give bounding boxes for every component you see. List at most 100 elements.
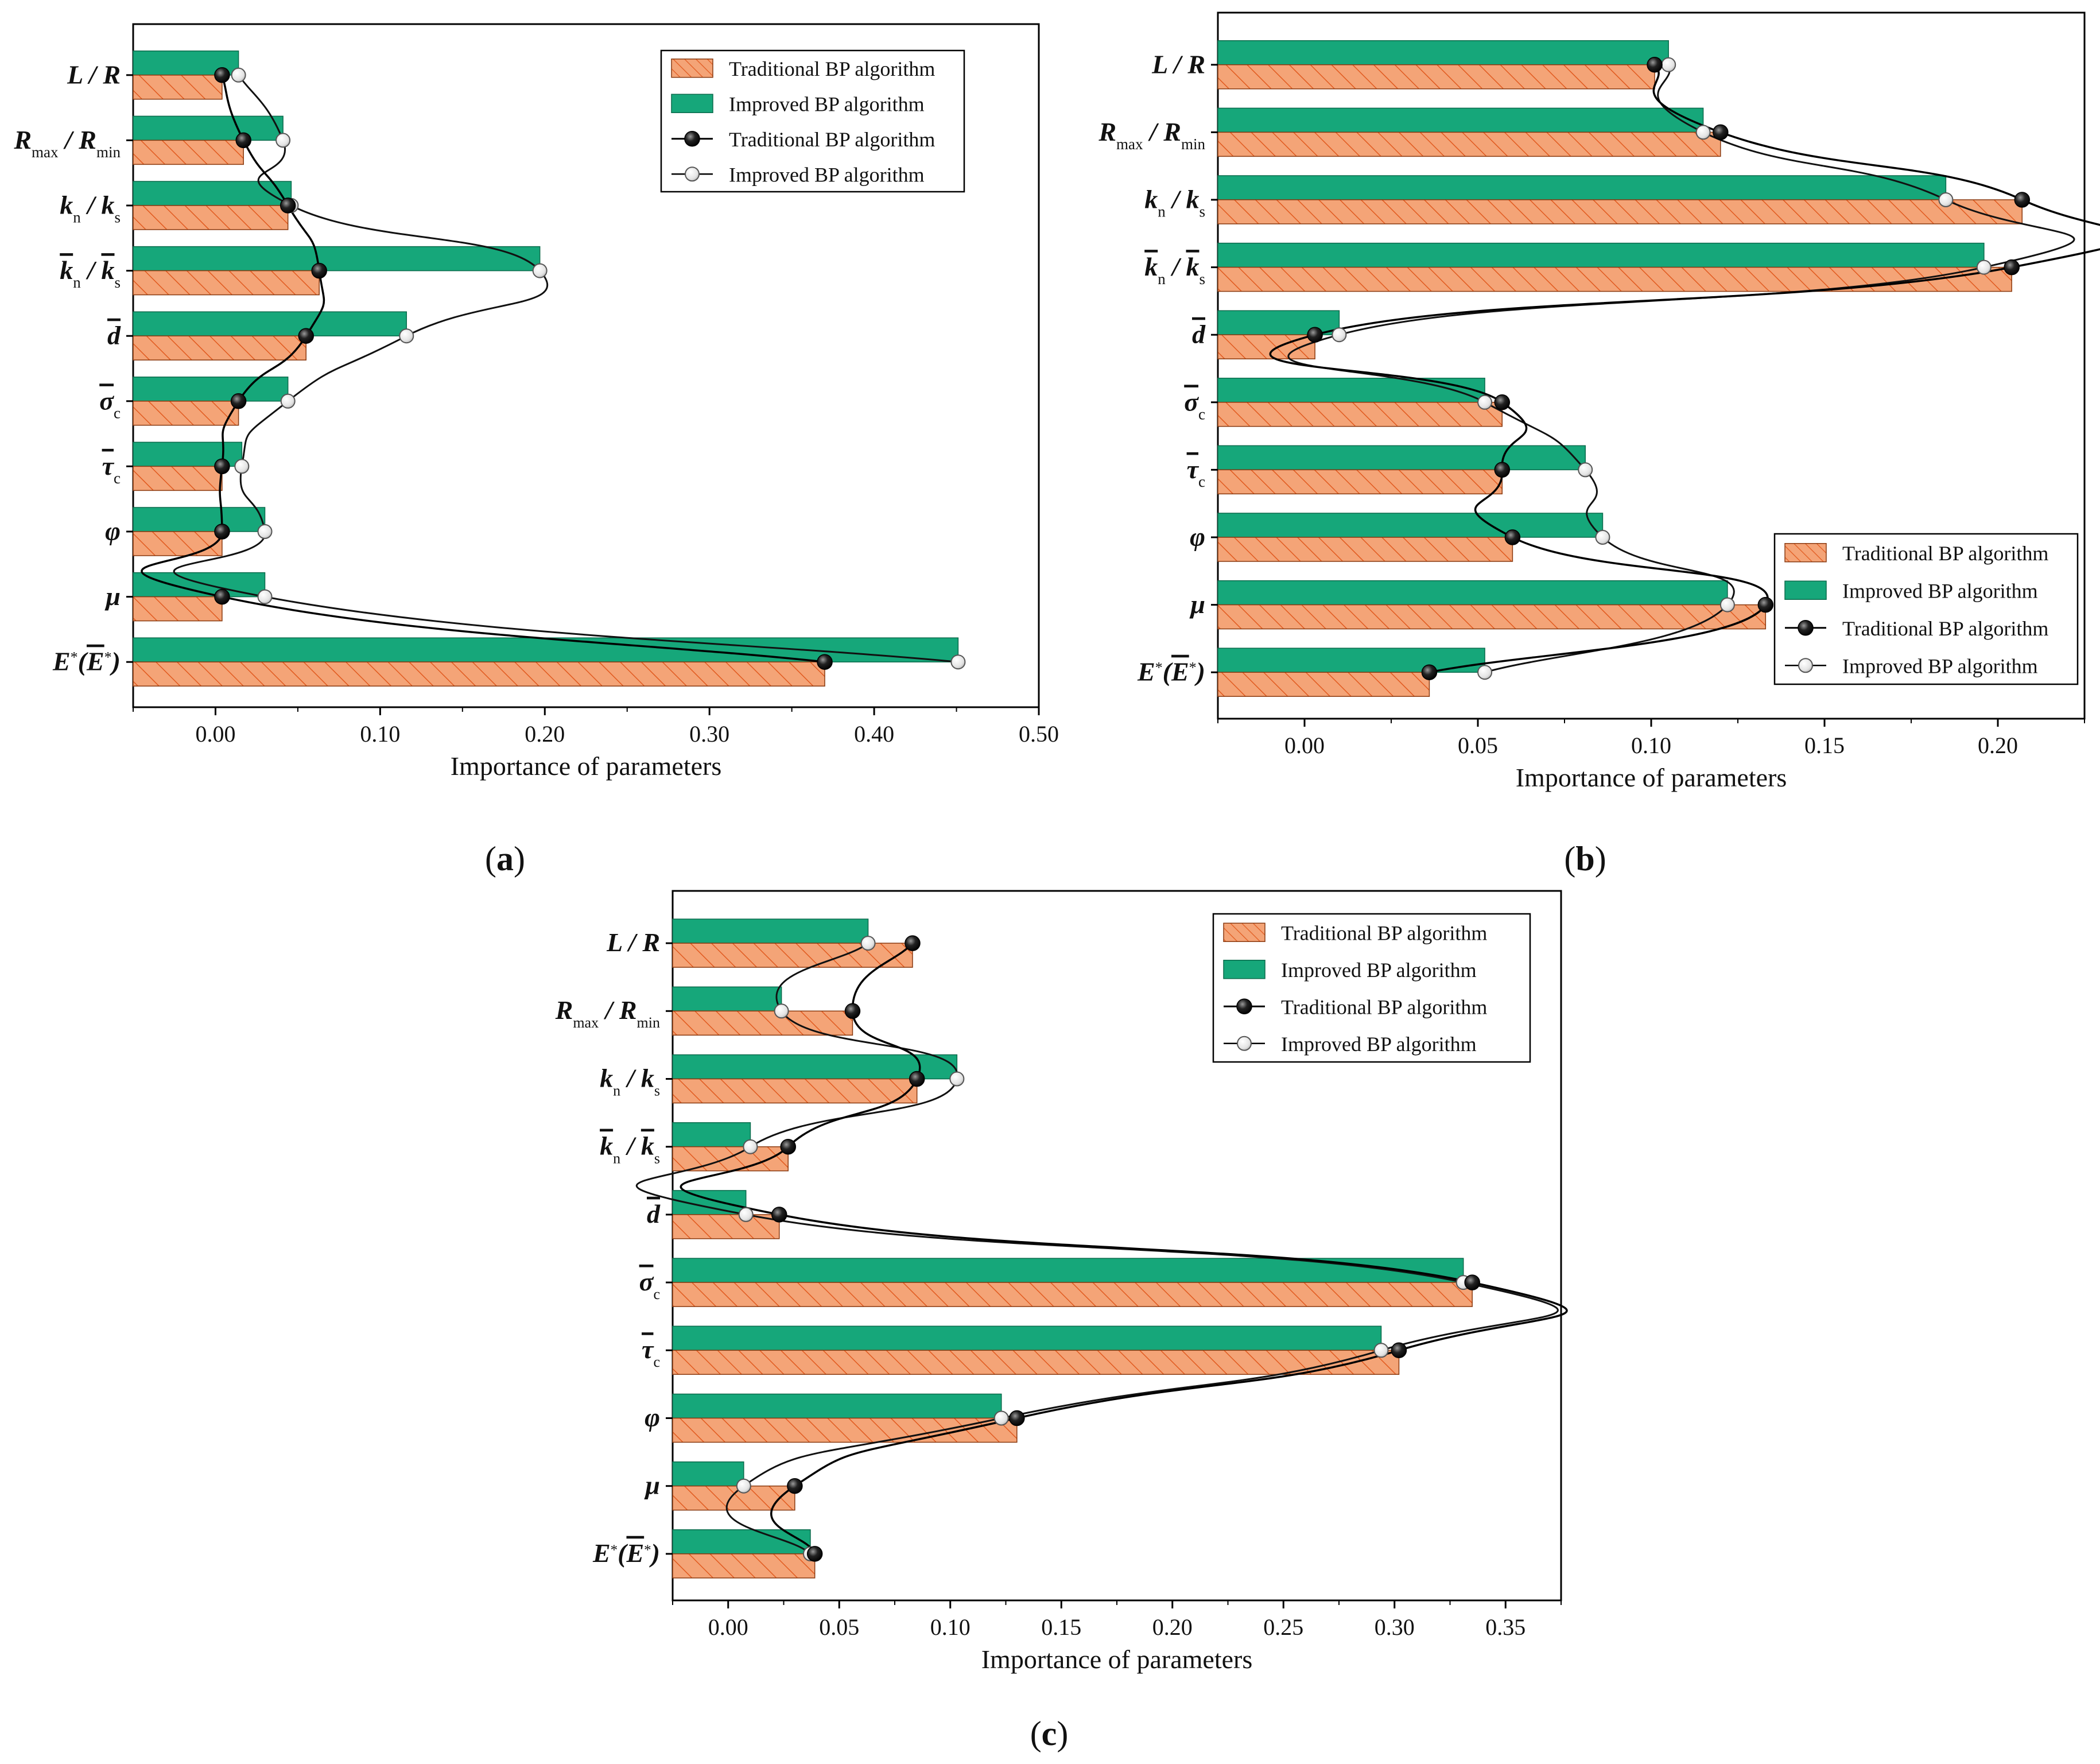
improved-point: [1332, 327, 1347, 343]
chart-panel-b: L / RL / R Rmax / RminRmax / Rmin kn / ksk…: [1098, 11, 2100, 878]
category-label: σcσ̄c: [639, 1267, 660, 1302]
legend-swatch-improved-bar: [1784, 580, 1827, 600]
traditional-point: [806, 1546, 823, 1562]
category-label: kn / ksk̄n / k̄s: [1144, 252, 1205, 288]
category-label: L / RL / R: [1151, 49, 1205, 79]
improved-point: [1938, 192, 1954, 207]
improved-point: [234, 459, 250, 474]
legend-label: Improved BP algorithm: [1281, 1033, 1477, 1056]
traditional-bar: [672, 1350, 1400, 1375]
traditional-point: [771, 1207, 787, 1223]
legend: Traditional BP algorithm Improved BP algo…: [660, 49, 965, 193]
traditional-point: [1009, 1410, 1025, 1426]
improved-bar: [1217, 107, 1704, 133]
traditional-bar: [133, 335, 307, 360]
x-tick-label: 0.40: [854, 721, 894, 747]
traditional-bar: [1217, 604, 1767, 630]
improved-point: [774, 1003, 789, 1019]
improved-point: [736, 1478, 751, 1494]
traditional-point: [214, 588, 230, 605]
legend-box: [660, 49, 965, 193]
improved-bar: [672, 986, 782, 1012]
category-label: μμ: [104, 581, 121, 611]
legend-label: Improved BP algorithm: [1842, 654, 2038, 677]
traditional-bar: [133, 139, 244, 165]
traditional-bar: [1217, 199, 2023, 224]
traditional-bar: [1217, 672, 1430, 697]
improved-bar: [1217, 40, 1669, 65]
panel-label: (c)(c): [1030, 1715, 1069, 1753]
traditional-point: [909, 1071, 925, 1087]
x-tick-label: 0.05: [819, 1614, 859, 1640]
improved-point: [280, 393, 296, 409]
x-tick-label: 0.25: [1263, 1614, 1303, 1640]
improved-point: [275, 133, 291, 148]
improved-bar: [133, 377, 289, 402]
traditional-bar: [133, 75, 223, 100]
legend-box: [1212, 913, 1531, 1063]
category-label: L / RL / R: [606, 928, 660, 957]
category-label: τcτ̄c: [642, 1335, 660, 1370]
x-tick-label: 0.10: [930, 1614, 971, 1640]
plot-frame: [132, 23, 1040, 708]
panel-label: (b)(b): [1564, 840, 1606, 878]
improved-bar: [133, 311, 407, 336]
legend-swatch-improved-bar: [1223, 960, 1266, 979]
traditional-bar: [1217, 537, 1513, 562]
traditional-point: [905, 935, 921, 951]
x-tick-label: 0.00: [708, 1614, 748, 1640]
x-tick-label: 0.05: [1458, 732, 1498, 758]
traditional-point: [817, 654, 833, 670]
improved-bar: [1217, 378, 1485, 403]
traditional-point: [1647, 57, 1663, 73]
improved-point: [1595, 530, 1610, 545]
traditional-point: [1307, 327, 1323, 343]
improved-point: [738, 1207, 754, 1222]
improved-point: [1719, 597, 1735, 612]
category-label: σcσ̄c: [1184, 387, 1205, 422]
improved-bar: [672, 1054, 958, 1080]
x-tick-label: 0.10: [1631, 732, 1671, 758]
improved-point: [949, 1071, 965, 1087]
traditional-bar: [133, 531, 223, 556]
improved-point: [860, 936, 876, 951]
traditional-point: [1421, 664, 1438, 680]
category-label: kn / ksk̄n / k̄s: [600, 1131, 660, 1167]
improved-point: [1976, 259, 1992, 275]
x-tick-label: 0.10: [360, 721, 400, 747]
improved-point: [1477, 665, 1493, 680]
legend-label: Traditional BP algorithm: [729, 57, 935, 80]
traditional-bar: [133, 401, 239, 426]
traditional-point: [1464, 1274, 1480, 1290]
traditional-bar: [133, 661, 825, 687]
improved-bar: [1217, 175, 1947, 200]
traditional-point: [1494, 394, 1511, 410]
legend-marker-improved: [1237, 1036, 1252, 1051]
improved-bar: [1217, 242, 1985, 268]
legend-label: Improved BP algorithm: [1842, 579, 2038, 602]
improved-point: [1661, 57, 1676, 72]
category-label: φφ: [105, 517, 121, 546]
traditional-bar: [672, 1282, 1473, 1307]
improved-point: [993, 1410, 1009, 1426]
category-label: Rmax / RminRmax / Rmin: [1098, 117, 1205, 153]
improved-point: [743, 1139, 758, 1154]
category-label: dd̄: [107, 321, 121, 350]
legend: Traditional BP algorithm Improved BP algo…: [1212, 913, 1531, 1063]
legend-marker-traditional: [1798, 620, 1814, 636]
x-tick-label: 0.30: [1375, 1614, 1415, 1640]
improved-bar: [1217, 648, 1485, 673]
x-tick-label: 0.20: [525, 721, 565, 747]
traditional-point: [280, 197, 296, 214]
category-label: φφ: [1190, 522, 1205, 552]
legend-label: Traditional BP algorithm: [1842, 617, 2048, 640]
improved-bar: [133, 115, 284, 141]
category-label: dd̄: [1192, 320, 1206, 349]
improved-bar: [133, 181, 292, 206]
improved-point: [257, 589, 273, 604]
traditional-bar: [133, 466, 223, 491]
improved-point: [1695, 125, 1711, 140]
